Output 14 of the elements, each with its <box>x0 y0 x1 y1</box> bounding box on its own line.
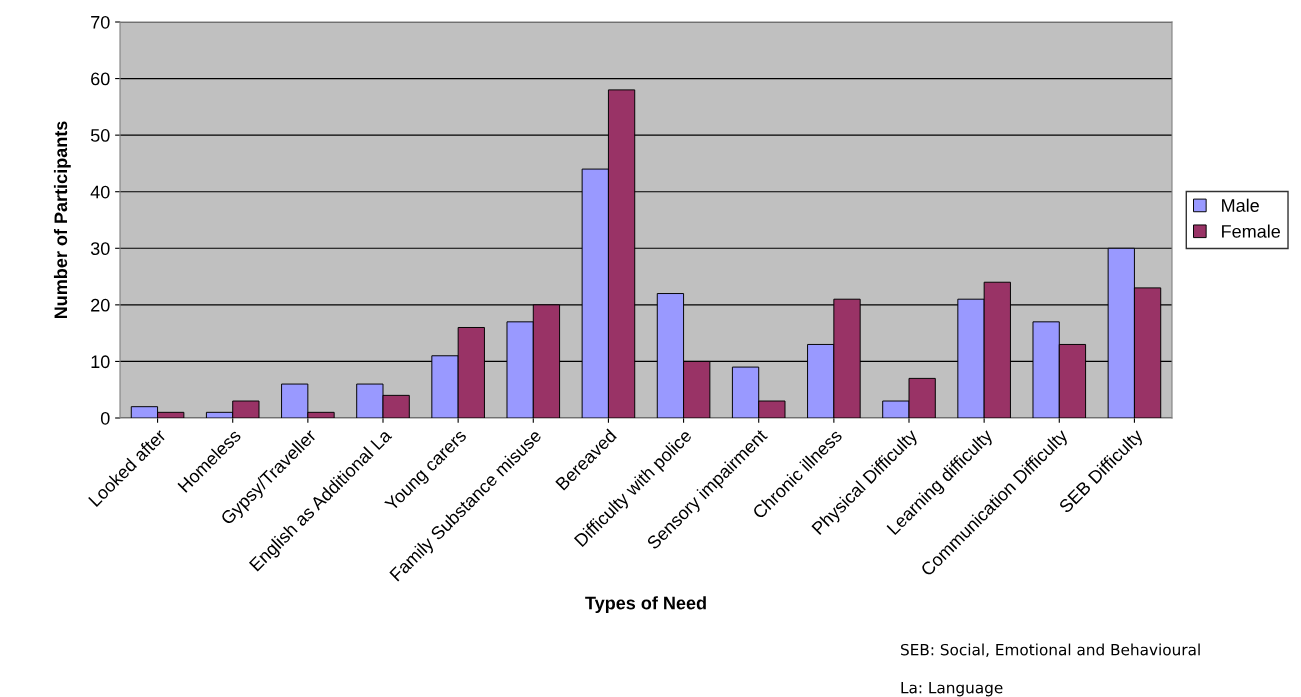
legend-label: Female <box>1222 224 1280 238</box>
y-axis-title: Number of Participants <box>53 121 71 319</box>
y-tick-label: 10 <box>91 355 110 369</box>
y-tick-label: 70 <box>91 15 110 29</box>
y-tick-label: 20 <box>91 298 110 312</box>
legend-label: Male <box>1222 198 1259 212</box>
text: La: Language <box>901 682 1003 697</box>
y-tick-label: 60 <box>91 72 110 86</box>
y-tick-label: 50 <box>90 129 110 142</box>
y-tick-label: 30 <box>90 242 110 256</box>
text: SEB: Social, Emotional and Behavioural <box>901 643 1200 657</box>
y-tick-label: 0 <box>100 411 110 425</box>
y-tick-label: 40 <box>90 185 110 199</box>
x-axis-title: Types of Need <box>585 596 706 614</box>
